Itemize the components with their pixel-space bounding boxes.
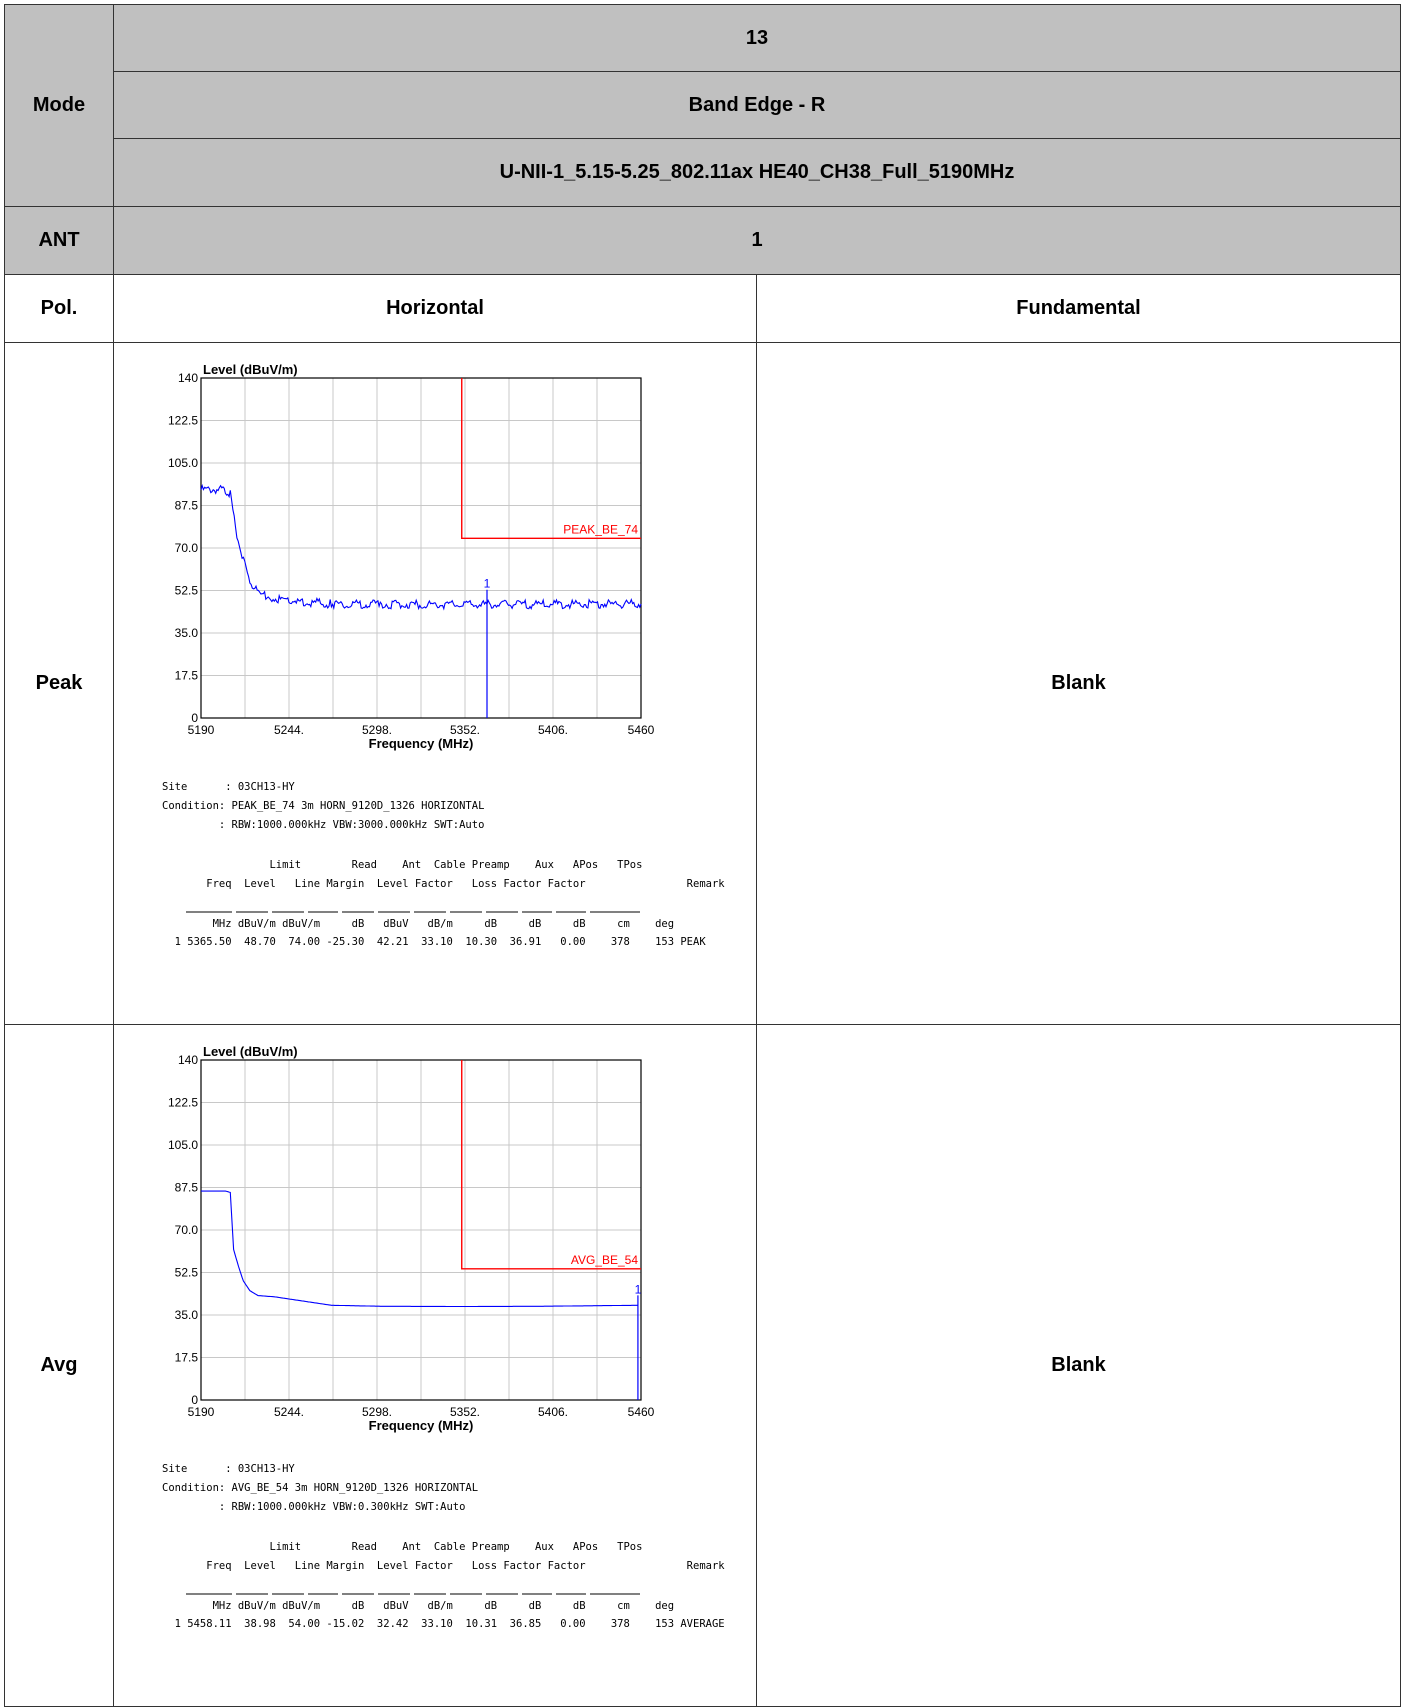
info-condition: Condition: AVG_BE_54 3m HORN_9120D_1326 …: [162, 1482, 478, 1494]
ant-label: ANT: [4, 206, 114, 275]
x-tick-label: 5298.: [362, 723, 392, 737]
series-line: [201, 1190, 638, 1307]
y-tick-label: 17.5: [175, 1350, 199, 1364]
x-tick-label: 5406.: [538, 723, 568, 737]
info-condition: Condition: PEAK_BE_74 3m HORN_9120D_1326…: [162, 800, 484, 812]
y-tick-label: 122.5: [168, 1095, 198, 1109]
y-tick-label: 52.5: [175, 1265, 199, 1279]
info-data-row: 1 5365.50 48.70 74.00 -25.30 42.21 33.10…: [162, 936, 706, 948]
info-site: Site : 03CH13-HY: [162, 781, 295, 793]
avg-right-cell: Blank: [756, 1024, 1401, 1707]
y-tick-label: 17.5: [175, 668, 199, 682]
x-tick-label: 5244.: [274, 723, 304, 737]
pol-horizontal: Horizontal: [113, 274, 757, 343]
info-head2: Freq Level Line Margin Level Factor Loss…: [162, 878, 725, 890]
info-rbw: : RBW:1000.000kHz VBW:0.300kHz SWT:Auto: [162, 1501, 465, 1513]
y-tick-label: 105.0: [168, 1138, 198, 1152]
y-tick-label: 0: [191, 1393, 198, 1407]
series-line: [200, 483, 642, 611]
marker-label: 1: [635, 1282, 642, 1296]
info-head1: Limit Read Ant Cable Preamp Aux APos TPo…: [162, 1541, 642, 1553]
plot-frame: [200, 376, 642, 719]
report-table: Mode 13 Band Edge - R U-NII-1_5.15-5.25_…: [4, 4, 1401, 1707]
x-tick-label: 5406.: [538, 1405, 568, 1419]
x-tick-label: 5460: [628, 723, 655, 737]
info-rbw: : RBW:1000.000kHz VBW:3000.000kHz SWT:Au…: [162, 819, 484, 831]
info-units: MHz dBuV/m dBuV/m dB dBuV dB/m dB dB dB …: [162, 1600, 674, 1612]
limit-line: [461, 1059, 641, 1270]
peak-chart: 0 17.5 35.0 52.5 70.0 87.5 105.0 122.5 140 5190 52…: [162, 362, 725, 948]
info-data-row: 1 5458.11 38.98 54.00 -15.02 32.42 33.10…: [162, 1618, 725, 1630]
info-site: Site : 03CH13-HY: [162, 1463, 295, 1475]
y-tick-label: 87.5: [175, 1180, 199, 1194]
row-label-avg: Avg: [4, 1024, 114, 1707]
mode-label: Mode: [4, 4, 114, 207]
limit-label: PEAK_BE_74: [563, 522, 638, 536]
x-tick-label: 5352.: [450, 1405, 480, 1419]
y-tick-label: 70.0: [175, 541, 199, 555]
info-head1: Limit Read Ant Cable Preamp Aux APos TPo…: [162, 859, 642, 871]
peak-plot-cell: 0 17.5 35.0 52.5 70.0 87.5 105.0 122.5 140 5190 52…: [113, 342, 757, 1025]
y-tick-label: 87.5: [175, 498, 199, 512]
y-tick-label: 140: [178, 1053, 198, 1067]
y-tick-label: 140: [178, 371, 198, 385]
plot-frame: [200, 1058, 642, 1401]
y-tick-label: 70.0: [175, 1223, 199, 1237]
x-axis-title: Frequency (MHz): [369, 1418, 474, 1433]
y-tick-label: 35.0: [175, 626, 199, 640]
pol-fundamental: Fundamental: [756, 274, 1401, 343]
y-tick-label: 122.5: [168, 413, 198, 427]
y-tick-label: 35.0: [175, 1308, 199, 1322]
x-tick-label: 5190: [188, 1405, 215, 1419]
pol-label: Pol.: [4, 274, 114, 343]
row-label-peak: Peak: [4, 342, 114, 1025]
avg-plot-cell: 0 17.5 35.0 52.5 70.0 87.5 105.0 122.5 140 5190 52…: [113, 1024, 757, 1707]
info-head2: Freq Level Line Margin Level Factor Loss…: [162, 1560, 725, 1572]
x-tick-label: 5244.: [274, 1405, 304, 1419]
x-axis-title: Frequency (MHz): [369, 736, 474, 751]
avg-chart: 0 17.5 35.0 52.5 70.0 87.5 105.0 122.5 140 5190 52…: [162, 1044, 725, 1630]
y-tick-label: 105.0: [168, 456, 198, 470]
peak-right-cell: Blank: [756, 342, 1401, 1025]
y-tick-label: 0: [191, 711, 198, 725]
y-tick-label: 52.5: [175, 583, 199, 597]
ant-value: 1: [113, 206, 1401, 275]
mode-row-1: 13: [113, 4, 1401, 72]
x-tick-label: 5190: [188, 723, 215, 737]
x-tick-label: 5352.: [450, 723, 480, 737]
mode-row-3: U-NII-1_5.15-5.25_802.11ax HE40_CH38_Ful…: [113, 138, 1401, 207]
limit-line: [461, 377, 641, 539]
y-axis-title: Level (dBuV/m): [203, 1044, 298, 1059]
info-units: MHz dBuV/m dBuV/m dB dBuV dB/m dB dB dB …: [162, 918, 674, 930]
x-tick-label: 5460: [628, 1405, 655, 1419]
marker-label: 1: [484, 576, 491, 590]
x-tick-label: 5298.: [362, 1405, 392, 1419]
mode-row-2: Band Edge - R: [113, 71, 1401, 139]
limit-label: AVG_BE_54: [571, 1252, 638, 1266]
y-axis-title: Level (dBuV/m): [203, 362, 298, 377]
